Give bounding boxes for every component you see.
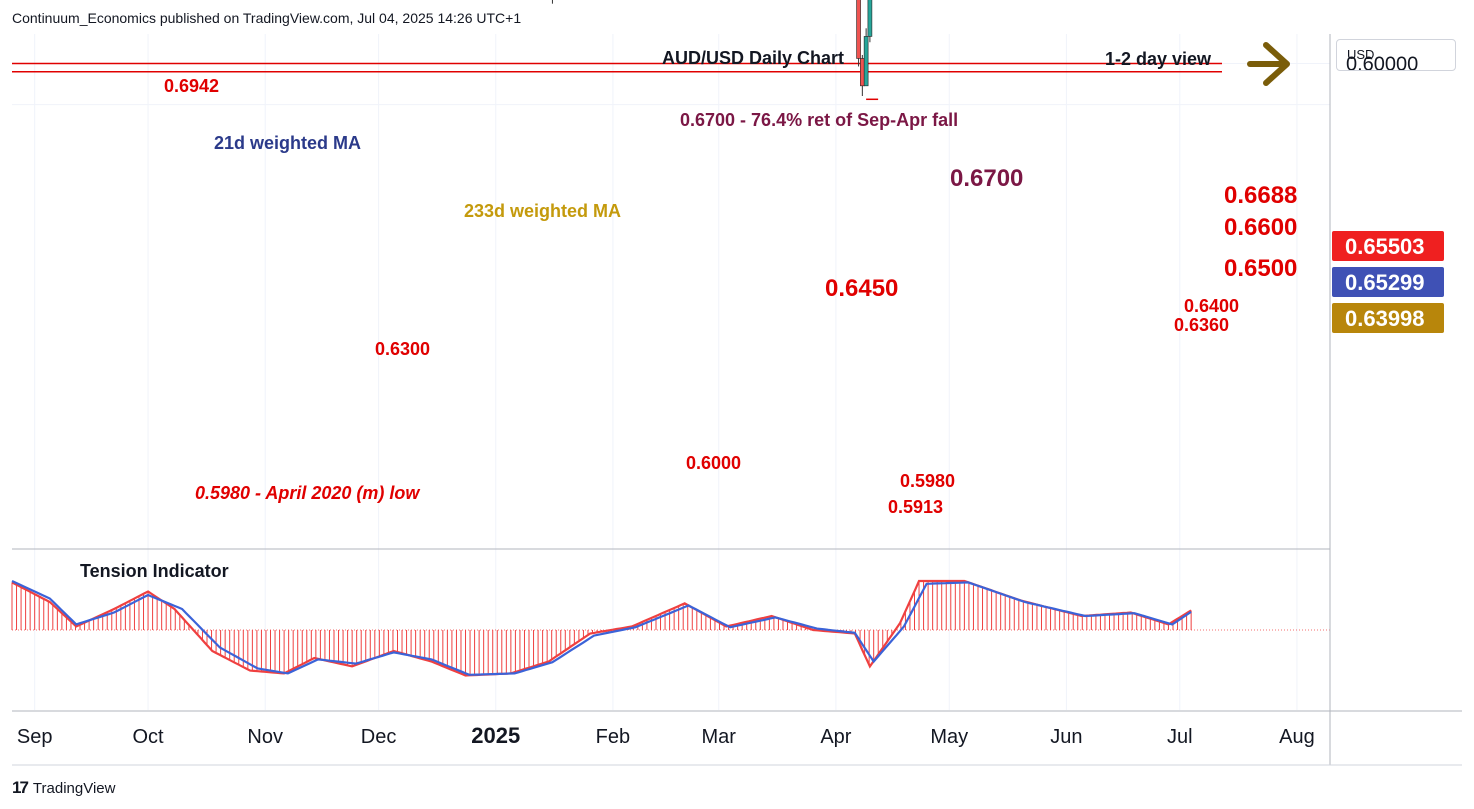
x-tick-label: May xyxy=(930,726,968,748)
april-low-note: 0.5980 - April 2020 (m) low xyxy=(195,483,420,503)
ma21-label: 21d weighted MA xyxy=(214,133,361,153)
x-tick-label: Nov xyxy=(247,726,283,748)
x-tick-label: Sep xyxy=(17,726,53,748)
x-tick-label: Dec xyxy=(361,726,397,748)
ma233-label: 233d weighted MA xyxy=(464,201,621,221)
currency-selector[interactable]: USD xyxy=(1336,39,1456,71)
price-badge-label: 0.65503 xyxy=(1345,234,1425,259)
high-label: 0.6942 xyxy=(164,76,219,96)
x-tick-label: Apr xyxy=(820,726,851,748)
candle xyxy=(860,54,865,97)
level-label: 0.5980 xyxy=(900,471,955,491)
level-label: 0.6450 xyxy=(825,275,898,302)
candle xyxy=(867,0,873,43)
level-label: 0.6360 xyxy=(1174,315,1229,335)
x-tick-label: Mar xyxy=(702,726,737,748)
view-label: 1-2 day view xyxy=(1105,49,1212,69)
publisher-header: Continuum_Economics published on Trading… xyxy=(12,10,522,26)
candle xyxy=(856,0,861,67)
x-tick-label: Aug xyxy=(1279,726,1315,748)
low-label: 0.5913 xyxy=(888,497,943,517)
price-badge-label: 0.65299 xyxy=(1345,270,1425,295)
right-arrow-icon xyxy=(1247,42,1290,86)
x-tick-label: 2025 xyxy=(471,723,520,748)
grid-lines xyxy=(12,34,1330,710)
level-label: 0.6400 xyxy=(1184,296,1239,316)
candle-body xyxy=(867,0,873,37)
price-badge-bg xyxy=(1332,303,1444,333)
level-label: 0.6500 xyxy=(1224,255,1297,282)
chart-annotations: Tension Indicator AUD/USD Daily Chart 1-2 … xyxy=(80,42,1444,581)
chart-title: AUD/USD Daily Chart xyxy=(662,48,844,68)
support-resistance-levels xyxy=(12,62,1222,73)
level-label: 0.6600 xyxy=(1224,214,1297,241)
candle-body xyxy=(860,58,865,87)
candle xyxy=(551,0,553,4)
price-badge-bg xyxy=(1332,267,1444,297)
tradingview-brand: TradingView xyxy=(32,779,116,797)
arrow-head xyxy=(1263,42,1290,86)
tradingview-mark-icon: 17 xyxy=(12,778,29,797)
candle-body xyxy=(856,0,861,59)
candlestick-series xyxy=(551,0,873,97)
tension-signal-line xyxy=(11,580,1192,676)
level-label: 0.6300 xyxy=(375,339,430,359)
price-badge: 0.65503 xyxy=(1332,231,1444,261)
price-badge-label: 0.63998 xyxy=(1345,306,1425,331)
tradingview-logo[interactable]: 17 TradingView xyxy=(12,778,115,798)
price-badge-bg xyxy=(1332,231,1444,261)
x-tick-label: Jul xyxy=(1167,726,1193,748)
price-badge: 0.63998 xyxy=(1332,303,1444,333)
x-tick-label: Jun xyxy=(1050,726,1082,748)
level-label: 0.6000 xyxy=(686,453,741,473)
retracement-note: 0.6700 - 76.4% ret of Sep-Apr fall xyxy=(680,110,958,130)
tension-title: Tension Indicator xyxy=(80,561,229,581)
level-label: 0.6688 xyxy=(1224,182,1297,209)
tension-indicator-panel xyxy=(11,579,1330,677)
candle xyxy=(863,28,869,87)
price-badge: 0.65299 xyxy=(1332,267,1444,297)
level-label: 0.6700 xyxy=(950,165,1023,192)
x-tick-label: Feb xyxy=(596,726,630,748)
x-tick-label: Oct xyxy=(132,726,164,748)
candle-body xyxy=(863,36,869,87)
